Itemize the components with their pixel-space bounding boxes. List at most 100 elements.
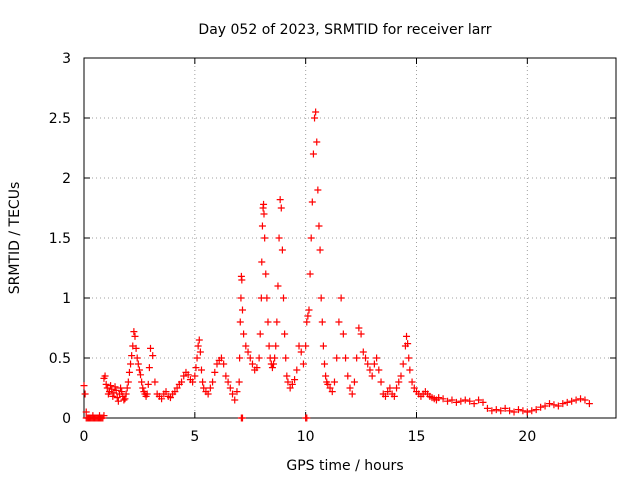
- data-point: [381, 392, 389, 400]
- data-point: [322, 372, 330, 380]
- data-point: [112, 386, 120, 394]
- data-point: [272, 342, 280, 350]
- y-tick-label: 2.5: [49, 111, 71, 127]
- data-point: [100, 412, 108, 420]
- data-point: [253, 364, 261, 372]
- data-point: [107, 382, 115, 390]
- data-point: [348, 390, 356, 398]
- y-axis-label: SRMTID / TECUs: [7, 182, 23, 295]
- grid-lines: [84, 58, 616, 418]
- data-point: [113, 394, 121, 402]
- data-point: [184, 371, 192, 379]
- data-point: [222, 372, 230, 380]
- data-point: [457, 397, 465, 405]
- data-point: [528, 407, 536, 415]
- y-tick-label: 3: [62, 51, 71, 67]
- data-point: [568, 397, 576, 405]
- data-point: [138, 378, 146, 386]
- x-tick-label: 0: [80, 429, 89, 445]
- data-point: [314, 186, 322, 194]
- data-point: [393, 384, 401, 392]
- data-point: [303, 318, 311, 326]
- data-point: [563, 398, 571, 406]
- data-point: [452, 398, 460, 406]
- data-point: [217, 354, 225, 362]
- data-point: [211, 368, 219, 376]
- data-point: [324, 380, 332, 388]
- data-point: [120, 396, 128, 404]
- data-point: [255, 354, 263, 362]
- data-point: [448, 396, 456, 404]
- data-point: [195, 336, 203, 344]
- data-point: [318, 318, 326, 326]
- data-point: [236, 354, 244, 362]
- data-point: [406, 366, 414, 374]
- data-point: [307, 234, 315, 242]
- x-tick-label: 15: [408, 429, 426, 445]
- data-point: [321, 360, 329, 368]
- data-point: [523, 408, 531, 416]
- data-point: [80, 382, 88, 390]
- data-point: [147, 344, 154, 352]
- data-point: [137, 371, 145, 379]
- data-point: [204, 390, 212, 398]
- data-point: [304, 312, 312, 320]
- data-point: [546, 400, 553, 408]
- data-point: [209, 378, 217, 386]
- data-point: [132, 344, 140, 352]
- data-point: [135, 366, 143, 374]
- data-point: [193, 354, 201, 362]
- data-point: [131, 332, 139, 340]
- data-point: [236, 318, 244, 326]
- data-point: [278, 246, 286, 254]
- data-point: [497, 407, 505, 415]
- data-point: [581, 396, 589, 404]
- data-point: [537, 403, 545, 411]
- data-point: [585, 400, 593, 408]
- data-point: [346, 384, 354, 392]
- data-point: [328, 388, 336, 396]
- data-point: [335, 318, 343, 326]
- data-point: [114, 397, 122, 405]
- data-point: [342, 354, 350, 362]
- data-point: [197, 366, 205, 374]
- data-point: [333, 354, 341, 362]
- data-point: [303, 414, 311, 422]
- data-point: [180, 372, 188, 380]
- data-point: [291, 376, 299, 384]
- data-point: [488, 407, 496, 415]
- data-point: [139, 384, 147, 392]
- data-point: [127, 360, 135, 368]
- data-point: [262, 270, 270, 278]
- data-point: [166, 394, 174, 402]
- data-point: [410, 384, 418, 392]
- data-point: [282, 354, 290, 362]
- data-point: [532, 406, 540, 414]
- data-point: [404, 340, 412, 348]
- y-tick-label: 1.5: [49, 231, 71, 247]
- data-point: [178, 378, 186, 386]
- data-point: [231, 396, 239, 404]
- data-point: [158, 395, 166, 403]
- chart-title: Day 052 of 2023, SRMTID for receiver lar…: [198, 22, 491, 38]
- data-point: [199, 378, 207, 386]
- data-point: [206, 384, 214, 392]
- data-point: [397, 372, 405, 380]
- data-point: [386, 384, 394, 392]
- data-point: [117, 384, 125, 392]
- data-point: [470, 400, 478, 408]
- data-point: [233, 388, 241, 396]
- data-point: [238, 414, 246, 422]
- data-point: [305, 306, 313, 314]
- data-point: [302, 342, 310, 350]
- data-point: [370, 360, 378, 368]
- data-point: [240, 330, 248, 338]
- data-point: [315, 222, 323, 230]
- data-point: [246, 354, 254, 362]
- data-point: [122, 390, 130, 398]
- data-point: [297, 348, 305, 356]
- data-point: [519, 407, 527, 415]
- data-point: [237, 294, 245, 302]
- data-point: [171, 388, 179, 396]
